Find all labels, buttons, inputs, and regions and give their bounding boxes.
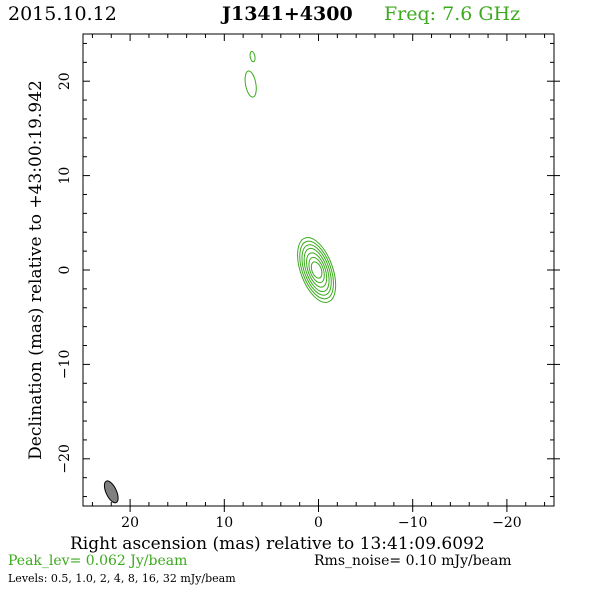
x-tick-label: 10 <box>215 515 233 531</box>
core-contour <box>306 252 328 288</box>
y-axis-label: Declination (mas) relative to +43:00:19.… <box>26 80 46 460</box>
core-contour <box>297 237 337 303</box>
contour-levels: Levels: 0.5, 1.0, 2, 4, 8, 16, 32 mJy/be… <box>8 572 236 585</box>
y-tick-label: −10 <box>57 350 73 380</box>
core-contour <box>308 256 325 284</box>
y-tick-label: 10 <box>57 167 73 185</box>
observation-date: 2015.10.12 <box>8 3 117 25</box>
x-tick-label: 0 <box>314 515 323 531</box>
core-contour <box>310 261 323 279</box>
source-name: J1341+4300 <box>222 3 353 25</box>
core-contour <box>299 240 334 300</box>
jet-component-contour <box>244 70 257 98</box>
y-tick-label: −20 <box>57 444 73 474</box>
axis-ticks <box>83 34 560 512</box>
rms-noise: Rms_noise= 0.10 mJy/beam <box>314 553 512 569</box>
jet-component-contour <box>249 51 256 63</box>
beam-group <box>103 480 119 504</box>
y-tick-label: 0 <box>57 266 73 275</box>
x-tick-label: −10 <box>398 515 428 531</box>
beam-ellipse <box>103 480 119 504</box>
frequency-label: Freq: 7.6 GHz <box>384 3 521 25</box>
x-axis-label: Right ascension (mas) relative to 13:41:… <box>70 534 485 554</box>
x-tick-label: −20 <box>492 515 522 531</box>
core-contour <box>301 244 332 296</box>
peak-level: Peak_lev= 0.062 Jy/beam <box>8 553 188 569</box>
tick-labels: 20 10 0 −10 −20 20 10 0 −10 −20 <box>57 72 522 531</box>
y-tick-label: 20 <box>57 72 73 90</box>
plot-frame <box>82 33 555 507</box>
contours <box>244 51 337 303</box>
core-contour <box>303 247 330 293</box>
x-tick-label: 20 <box>121 515 139 531</box>
